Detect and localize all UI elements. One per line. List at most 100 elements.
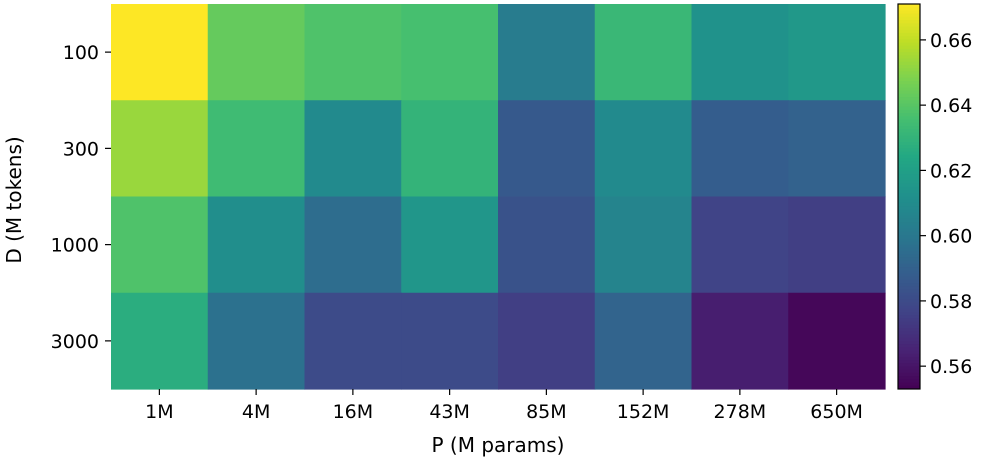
colorbar-gradient-step: [898, 331, 920, 335]
colorbar-gradient-step: [898, 135, 920, 140]
colorbar-gradient-step: [898, 340, 920, 345]
colorbar-gradient-step: [898, 347, 920, 351]
heatmap-cell: [207, 196, 306, 294]
colorbar-gradient-step: [898, 289, 920, 294]
colorbar-gradient-step: [898, 215, 920, 220]
heatmap-cell: [304, 292, 402, 390]
colorbar-gradient-step: [898, 177, 920, 181]
heatmap-cell: [788, 4, 886, 101]
colorbar-gradient-step: [898, 315, 920, 319]
colorbar-gradient-step: [898, 7, 920, 11]
colorbar-gradient-step: [898, 97, 920, 101]
colorbar-gradient-step: [898, 16, 920, 21]
colorbar-gradient-step: [898, 257, 920, 262]
heatmap-cell: [304, 4, 402, 101]
colorbar-gradient-step: [898, 379, 920, 384]
y-axis-label: D (M tokens): [2, 136, 26, 263]
colorbar-gradient-step: [898, 10, 920, 15]
colorbar-gradient-step: [898, 199, 920, 204]
heatmap-cell: [111, 196, 209, 294]
colorbar-gradient-step: [898, 283, 920, 287]
colorbar-gradient-step: [898, 260, 920, 265]
colorbar-gradient-step: [898, 87, 920, 92]
colorbar-tick-label: 0.60: [930, 226, 972, 248]
colorbar-gradient-step: [898, 151, 920, 156]
colorbar-gradient-step: [898, 334, 920, 339]
colorbar-gradient-step: [898, 196, 920, 201]
colorbar-tick-label: 0.64: [930, 95, 972, 117]
heatmap-cell: [594, 196, 693, 294]
colorbar-gradient-step: [898, 20, 920, 24]
colorbar-gradient-step: [898, 218, 920, 223]
colorbar-gradient-step: [898, 385, 920, 390]
heatmap-cell: [498, 292, 596, 390]
colorbar-gradient-step: [898, 376, 920, 380]
colorbar-gradient-step: [898, 93, 920, 98]
colorbar-gradient-step: [898, 100, 920, 104]
colorbar-gradient-step: [898, 305, 920, 310]
x-tick-label: 4M: [242, 401, 270, 423]
colorbar-gradient-step: [898, 55, 920, 60]
colorbar-gradient-step: [898, 206, 920, 210]
colorbar-gradient-step: [898, 68, 920, 72]
heatmap-cells: [111, 4, 886, 390]
colorbar-gradient-step: [898, 244, 920, 249]
y-tick-label: 1000: [51, 235, 99, 257]
colorbar-gradient-step: [898, 116, 920, 120]
colorbar-gradient-step: [898, 238, 920, 242]
x-tick-label: 43M: [429, 401, 470, 423]
colorbar-gradient-step: [898, 235, 920, 239]
heatmap-cell: [498, 4, 596, 101]
colorbar-gradient-step: [898, 273, 920, 278]
colorbar-gradient-step: [898, 39, 920, 43]
colorbar-gradient-step: [898, 141, 920, 146]
heatmap-cell: [401, 196, 499, 294]
colorbar-gradient-step: [898, 225, 920, 230]
heatmap-cell: [594, 4, 693, 101]
colorbar-gradient-step: [898, 170, 920, 175]
colorbar-gradient-step: [898, 193, 920, 197]
colorbar-gradient-step: [898, 251, 920, 255]
colorbar-gradient-step: [898, 161, 920, 165]
colorbar-gradient-step: [898, 58, 920, 63]
x-tick-label: 278M: [714, 401, 767, 423]
colorbar-gradient-step: [898, 174, 920, 178]
heatmap-cell: [691, 292, 789, 390]
heatmap-cell: [498, 196, 596, 294]
colorbar-gradient-step: [898, 318, 920, 323]
colorbar-gradient-step: [898, 328, 920, 332]
colorbar-gradient-step: [898, 77, 920, 82]
heatmap-cell: [788, 292, 886, 390]
heatmap-cell: [594, 292, 693, 390]
colorbar-gradient-step: [898, 366, 920, 371]
colorbar-gradient-step: [898, 292, 920, 297]
colorbar-gradient-step: [898, 23, 920, 27]
heatmap-cell: [401, 100, 499, 198]
colorbar-gradient-step: [898, 254, 920, 258]
colorbar-gradient-step: [898, 52, 920, 56]
colorbar-gradient-step: [898, 148, 920, 153]
heatmap-cell: [401, 4, 499, 101]
y-tick-label: 300: [63, 138, 99, 160]
colorbar-gradient-step: [898, 64, 920, 69]
heatmap-cell: [304, 196, 402, 294]
colorbar-gradient-step: [898, 295, 920, 300]
colorbar-gradient-step: [898, 190, 920, 194]
colorbar-gradient-step: [898, 167, 920, 172]
heatmap-cell: [498, 100, 596, 198]
heatmap-cell: [788, 100, 886, 198]
colorbar-gradient-step: [898, 164, 920, 169]
colorbar-gradient-step: [898, 353, 920, 358]
colorbar-gradient-step: [898, 42, 920, 47]
colorbar-gradient-step: [898, 122, 920, 127]
colorbar-gradient-step: [898, 382, 920, 387]
colorbar-gradient-step: [898, 299, 920, 303]
colorbar-gradient-step: [898, 324, 920, 329]
heatmap-cell: [691, 100, 789, 198]
x-axis-label: P (M params): [432, 433, 565, 457]
heatmap-cell: [111, 292, 209, 390]
y-tick-label: 3000: [51, 331, 99, 353]
colorbar-tick-label: 0.62: [930, 160, 972, 182]
colorbar-gradient-step: [898, 180, 920, 185]
